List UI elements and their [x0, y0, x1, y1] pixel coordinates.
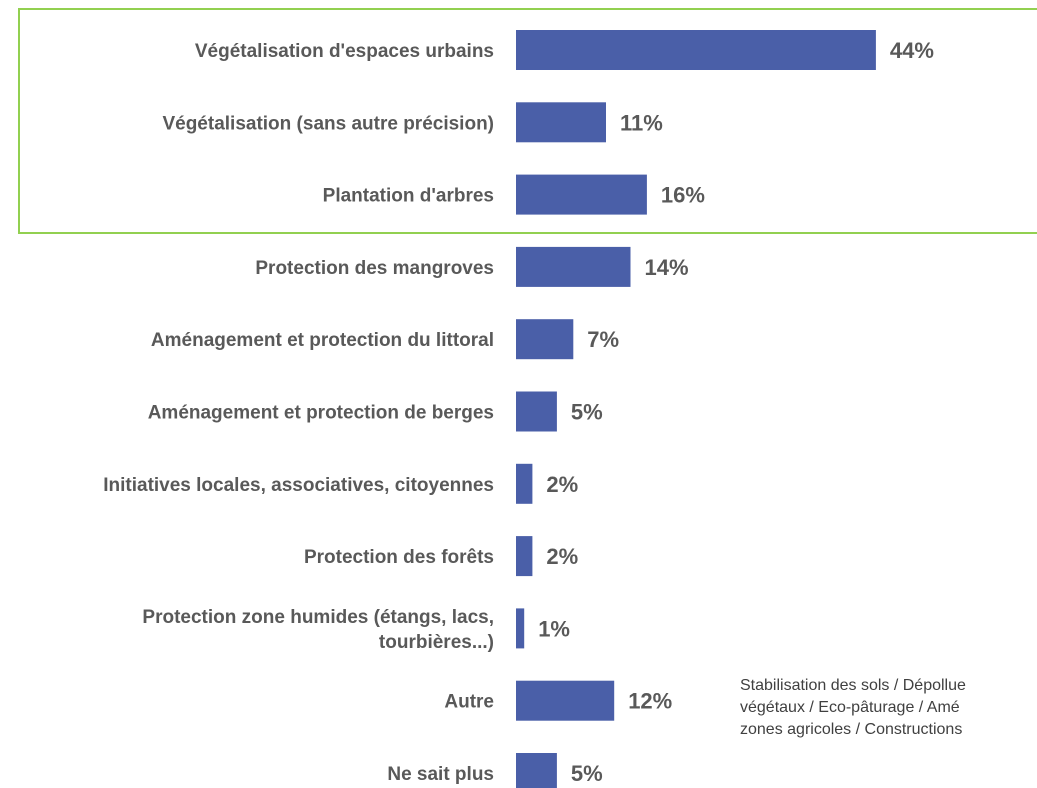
category-label-line: Initiatives locales, associatives, citoy… — [103, 475, 494, 496]
category-label: Initiatives locales, associatives, citoy… — [103, 475, 494, 496]
category-label-line: Végétalisation (sans autre précision) — [162, 113, 494, 134]
bar — [516, 536, 533, 577]
category-label-line: Autre — [444, 692, 494, 713]
data-label: 2% — [546, 544, 578, 569]
bar — [516, 608, 525, 649]
data-label: 5% — [571, 761, 603, 786]
category-label-line: Protection zone humides (étangs, lacs, — [142, 607, 494, 628]
value-labels: 44% 11% 16% 14% 7% 5% 2% 2% 1% 12% 5% — [538, 38, 934, 786]
category-label-line: Végétalisation d'espaces urbains — [195, 41, 494, 62]
bar — [516, 102, 606, 143]
data-label: 1% — [538, 616, 570, 641]
category-label: Ne sait plus — [387, 764, 494, 785]
bar — [516, 30, 876, 70]
annotation-note: Stabilisation des sols / Dépollue végéta… — [740, 677, 970, 738]
category-label-line: Protection des forêts — [304, 547, 494, 568]
annotation-line: zones agricoles / Constructions — [740, 721, 962, 738]
category-label-line: Protection des mangroves — [255, 258, 494, 279]
bar — [516, 246, 631, 287]
bar — [516, 174, 647, 215]
category-label-line: Aménagement et protection du littoral — [151, 330, 494, 351]
data-label: 16% — [661, 183, 705, 208]
category-label-line: Ne sait plus — [387, 764, 494, 785]
category-label: Aménagement et protection du littoral — [151, 330, 494, 351]
category-label: Végétalisation d'espaces urbains — [195, 41, 494, 62]
data-label: 14% — [645, 255, 689, 280]
data-label: 7% — [587, 327, 619, 352]
data-label: 12% — [628, 689, 672, 714]
data-label: 11% — [620, 110, 663, 135]
bar — [516, 753, 557, 788]
category-label: Aménagement et protection de berges — [148, 403, 494, 424]
bar — [516, 680, 615, 721]
category-label: Protection zone humides (étangs, lacs, to… — [142, 607, 494, 653]
category-label: Autre — [444, 692, 494, 713]
highlight-box — [18, 8, 1037, 234]
category-labels: Végétalisation d'espaces urbains Végétali… — [103, 41, 494, 785]
category-label-line: Aménagement et protection de berges — [148, 403, 494, 424]
annotation-line: végétaux / Eco-pâturage / Amé — [740, 699, 960, 716]
data-label: 2% — [546, 472, 578, 497]
bar — [516, 463, 533, 504]
annotation-line: Stabilisation des sols / Dépollue — [740, 677, 966, 694]
category-label: Protection des forêts — [304, 547, 494, 568]
category-label: Végétalisation (sans autre précision) — [162, 113, 494, 134]
category-label: Plantation d'arbres — [323, 186, 494, 207]
bar — [516, 319, 574, 360]
category-label: Protection des mangroves — [255, 258, 494, 279]
data-label: 5% — [571, 400, 603, 425]
category-label-line: Plantation d'arbres — [323, 186, 494, 207]
bar — [516, 391, 557, 432]
bars — [516, 30, 876, 788]
data-label: 44% — [890, 38, 934, 63]
category-label-line: tourbières...) — [379, 632, 494, 653]
